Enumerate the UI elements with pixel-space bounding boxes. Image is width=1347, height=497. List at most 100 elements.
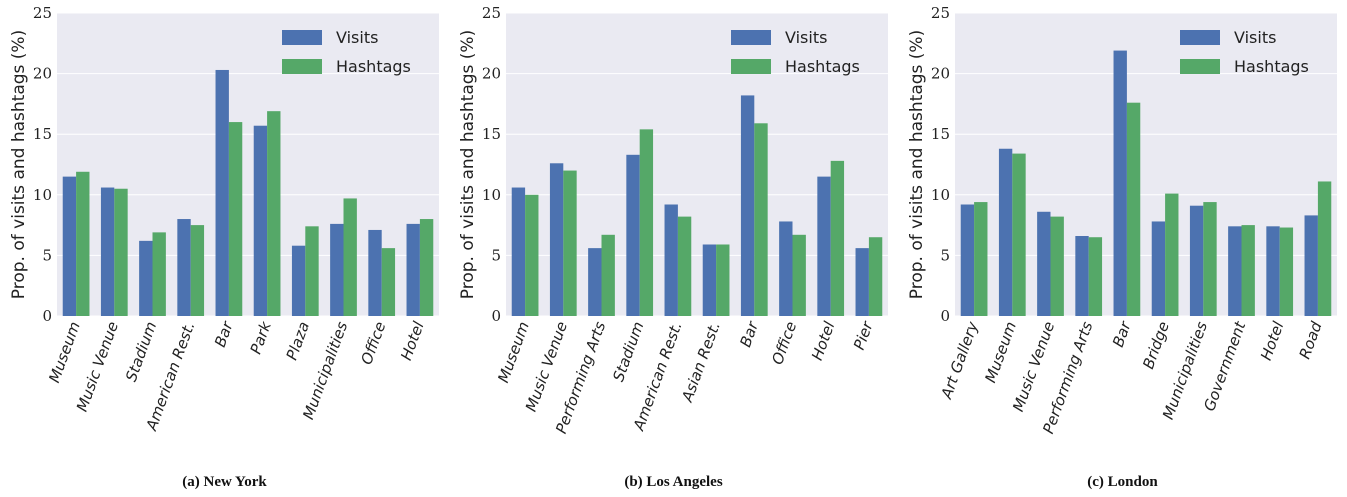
bar-visits (177, 219, 191, 316)
bar-visits (817, 176, 831, 316)
bar-hashtags (1165, 193, 1179, 316)
bar-visits (664, 204, 678, 316)
x-tick-label: Bar (1109, 318, 1135, 349)
bar-hashtags (1050, 216, 1064, 316)
bar-hashtags (1317, 181, 1332, 316)
y-tick-label: 10 (482, 186, 501, 204)
bar-visits (1075, 236, 1089, 316)
bar-visits (100, 187, 115, 316)
bar-hashtags (868, 237, 883, 316)
bar-hashtags (76, 171, 90, 316)
x-tick-label: Pier (850, 318, 877, 352)
y-tick-label: 25 (931, 4, 950, 22)
bar-visits (291, 245, 306, 316)
legend-swatch (1180, 30, 1220, 45)
y-tick-label: 10 (33, 186, 52, 204)
bar-hashtags (677, 216, 692, 316)
bar-visits (1113, 50, 1127, 317)
y-tick-label: 20 (33, 65, 52, 83)
bar-hashtags (974, 202, 988, 316)
bar-visits (1037, 211, 1051, 316)
bar-hashtags (1203, 202, 1217, 316)
x-tick-label: Hotel (397, 318, 428, 362)
x-tick-label: Park (247, 318, 276, 356)
y-tick-label: 25 (33, 4, 52, 22)
legend-swatch (1180, 59, 1220, 74)
x-tick-label: Road (1296, 319, 1326, 362)
y-tick-label: 20 (931, 65, 950, 83)
y-tick-label: 5 (491, 246, 501, 264)
y-axis-label: Prop. of visits and hashtags (%) (907, 30, 927, 299)
bar-visits (740, 95, 755, 316)
y-tick-label: 10 (931, 186, 950, 204)
bar-visits (330, 223, 344, 316)
bar-hashtags (267, 111, 281, 316)
x-tick-label: Office (768, 319, 800, 367)
y-tick-label: 5 (42, 246, 52, 264)
bar-hashtags (228, 122, 243, 316)
x-tick-label: Plaza (283, 319, 313, 362)
x-tick-label: Hotel (808, 318, 839, 362)
x-tick-label: Stadium (122, 319, 160, 384)
y-axis-label: Prop. of visits and hashtags (%) (9, 30, 29, 299)
legend-swatch (282, 59, 322, 74)
y-tick-label: 15 (482, 125, 501, 143)
y-tick-label: 5 (940, 246, 950, 264)
bar-visits (406, 223, 420, 316)
chart-panel-london: 0 5 10 15 20 25 Art Gallery Museum Music Venue Pe… (898, 0, 1347, 497)
y-tick-label: 15 (33, 125, 52, 143)
legend-swatch (731, 30, 771, 45)
chart-panel-los-angeles: 0 5 10 15 20 25 Museum Music Venue Performing Ar… (449, 0, 898, 497)
bar-hashtags (1012, 153, 1026, 316)
y-tick-label: 20 (482, 65, 501, 83)
y-tick-label: 25 (482, 4, 501, 22)
bar-hashtags (639, 129, 654, 316)
x-tick-label: Office (357, 319, 389, 367)
bar-hashtags (754, 123, 768, 317)
legend-label: Hashtags (336, 57, 411, 76)
y-tick-label: 0 (940, 307, 950, 325)
bar-hashtags (525, 194, 539, 316)
bar-visits (62, 176, 77, 316)
bar-visits (1304, 215, 1318, 316)
bar-hashtags (419, 219, 434, 316)
bar-hashtags (190, 225, 205, 316)
legend-swatch (731, 59, 771, 74)
x-tick-label: Hotel (1257, 318, 1288, 362)
legend-label: Visits (785, 28, 827, 47)
legend-label: Visits (1234, 28, 1276, 47)
bar-visits (1266, 226, 1280, 316)
bar-hashtags (343, 198, 357, 316)
bar-hashtags (792, 234, 806, 316)
x-tick-label: Museum (45, 319, 84, 385)
legend-swatch (282, 30, 322, 45)
chart-panel-new-york: 0 5 10 15 20 25 Museum Music Venue Stadium Americ… (0, 0, 449, 497)
bar-visits (588, 248, 602, 316)
y-tick-label: 0 (42, 307, 52, 325)
bar-visits (549, 163, 564, 316)
bar-visits (626, 154, 640, 316)
bar-visits (1151, 221, 1166, 316)
bar-hashtags (563, 170, 577, 316)
x-tick-label: Museum (981, 319, 1020, 385)
bar-visits (855, 248, 869, 316)
legend-label: Hashtags (1234, 57, 1309, 76)
x-tick-label: Bar (736, 318, 762, 349)
bar-visits (215, 69, 229, 317)
x-tick-label: Stadium (609, 319, 647, 384)
y-axis-label: Prop. of visits and hashtags (%) (458, 30, 478, 299)
bar-hashtags (601, 234, 615, 316)
bar-visits (702, 244, 717, 316)
bar-hashtags (381, 248, 396, 316)
x-tick-label: Asian Rest. (678, 319, 724, 405)
bar-visits (960, 204, 975, 316)
chart-caption: (a) New York (182, 474, 267, 490)
bar-hashtags (1279, 227, 1294, 316)
legend-label: Hashtags (785, 57, 860, 76)
bar-visits (368, 229, 382, 316)
bar-visits (1228, 226, 1242, 316)
x-tick-label: Bridge (1139, 319, 1173, 371)
bar-hashtags (114, 188, 128, 316)
